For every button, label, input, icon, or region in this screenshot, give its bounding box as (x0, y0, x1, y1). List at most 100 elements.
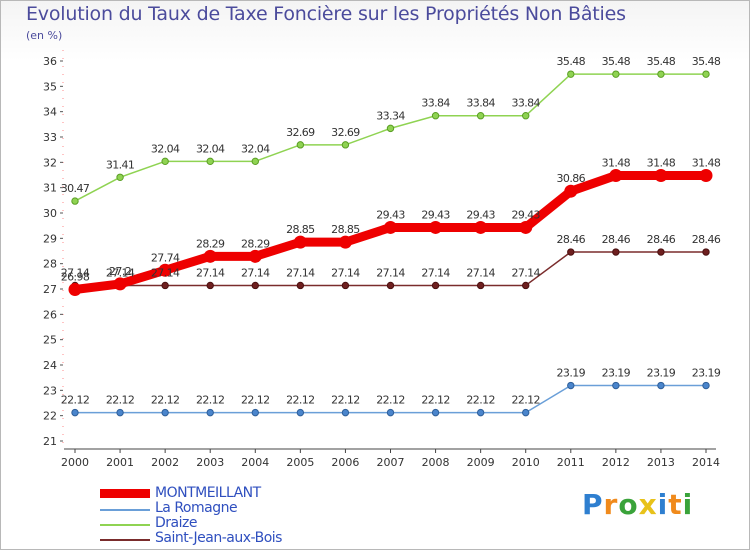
data-label: 27.2 (109, 265, 131, 278)
data-point (161, 157, 169, 166)
data-point (341, 141, 350, 149)
data-label: 29.43 (466, 208, 495, 221)
data-point (68, 283, 82, 297)
data-point (296, 141, 305, 149)
data-label: 27.14 (61, 266, 90, 279)
data-point (251, 281, 259, 290)
data-label: 22.12 (196, 394, 225, 407)
data-point (522, 281, 530, 290)
data-label: 28.85 (286, 223, 315, 236)
y-tick-label: 35 (43, 80, 57, 93)
y-tick-label: 28 (43, 258, 57, 271)
y-tick-label: 32 (43, 156, 57, 169)
data-point (296, 408, 305, 417)
data-point (429, 220, 443, 234)
y-axis-unit: (en %) (26, 29, 63, 42)
data-point (657, 248, 665, 256)
data-label: 28.46 (692, 233, 721, 246)
data-label: 31.48 (602, 157, 631, 170)
data-label: 35.48 (692, 55, 721, 68)
data-label: 22.12 (376, 394, 405, 407)
data-label: 22.12 (61, 394, 90, 407)
data-label: 31.48 (692, 157, 721, 170)
data-label: 30.47 (61, 182, 90, 195)
data-point (612, 248, 620, 256)
y-tick-label: 23 (43, 384, 57, 397)
data-point (161, 408, 169, 417)
data-label: 22.12 (151, 394, 180, 407)
y-tick-label: 33 (43, 131, 57, 144)
data-point (609, 169, 623, 183)
data-label: 28.46 (647, 233, 676, 246)
series-la-romagne (71, 381, 710, 417)
data-label: 22.12 (241, 394, 270, 407)
data-label: 27.14 (466, 266, 495, 279)
legend-swatch (100, 524, 150, 526)
x-tick-label: 2000 (61, 456, 89, 469)
y-tick-label: 22 (43, 410, 57, 423)
x-tick-label: 2007 (377, 456, 405, 469)
data-point (567, 70, 575, 78)
data-label: 27.14 (151, 266, 180, 279)
data-point (519, 220, 533, 234)
legend-label: Saint-Jean-aux-Bois (155, 530, 282, 546)
data-point (251, 408, 259, 417)
data-point (296, 281, 305, 290)
data-label: 27.14 (331, 266, 360, 279)
data-point (158, 263, 172, 277)
data-point (474, 220, 488, 234)
data-label: 28.46 (557, 233, 586, 246)
data-point (206, 281, 214, 290)
data-label: 26.98 (61, 271, 90, 284)
data-label: 28.29 (241, 237, 270, 250)
data-point (564, 184, 578, 198)
data-label: 29.43 (376, 208, 405, 221)
data-label: 27.74 (151, 251, 180, 264)
y-tick-label: 21 (43, 435, 57, 448)
data-label: 30.86 (557, 172, 586, 185)
legend-swatch (100, 509, 150, 511)
x-tick-label: 2004 (241, 456, 269, 469)
data-label: 27.14 (241, 266, 270, 279)
data-point (248, 249, 262, 263)
data-label: 23.19 (647, 367, 676, 380)
x-tick-label: 2011 (557, 456, 585, 469)
data-label: 28.46 (602, 233, 631, 246)
data-point (657, 70, 665, 78)
data-label: 35.48 (647, 55, 676, 68)
data-point (476, 281, 485, 290)
y-tick-label: 34 (43, 106, 57, 119)
y-tick-label: 24 (43, 359, 57, 372)
legend-swatch (100, 539, 150, 541)
data-label: 28.29 (196, 237, 225, 250)
data-point (293, 235, 307, 249)
data-label: 35.48 (557, 55, 586, 68)
series-saint-jean-aux-bois (71, 248, 710, 290)
data-point (71, 197, 79, 205)
data-point (71, 408, 79, 417)
legend-label: MONTMEILLANT (155, 485, 261, 501)
data-label: 27.14 (106, 266, 135, 279)
data-point (113, 277, 127, 291)
data-label: 23.19 (557, 367, 586, 380)
x-tick-label: 2003 (196, 456, 224, 469)
data-point (702, 70, 710, 78)
data-point (567, 248, 575, 256)
data-point (384, 220, 397, 234)
series-draize (71, 70, 710, 205)
data-point (206, 408, 214, 417)
data-point (431, 281, 440, 290)
data-point (702, 248, 710, 256)
data-point (386, 408, 395, 417)
data-label: 22.12 (421, 394, 450, 407)
y-tick-label: 36 (43, 55, 57, 68)
y-tick-label: 29 (43, 232, 57, 245)
data-label: 29.43 (421, 208, 450, 221)
x-tick-label: 2012 (602, 456, 630, 469)
data-label: 23.19 (692, 367, 721, 380)
data-point (386, 281, 395, 290)
x-tick-label: 2014 (692, 456, 720, 469)
data-label: 32.04 (196, 142, 225, 155)
